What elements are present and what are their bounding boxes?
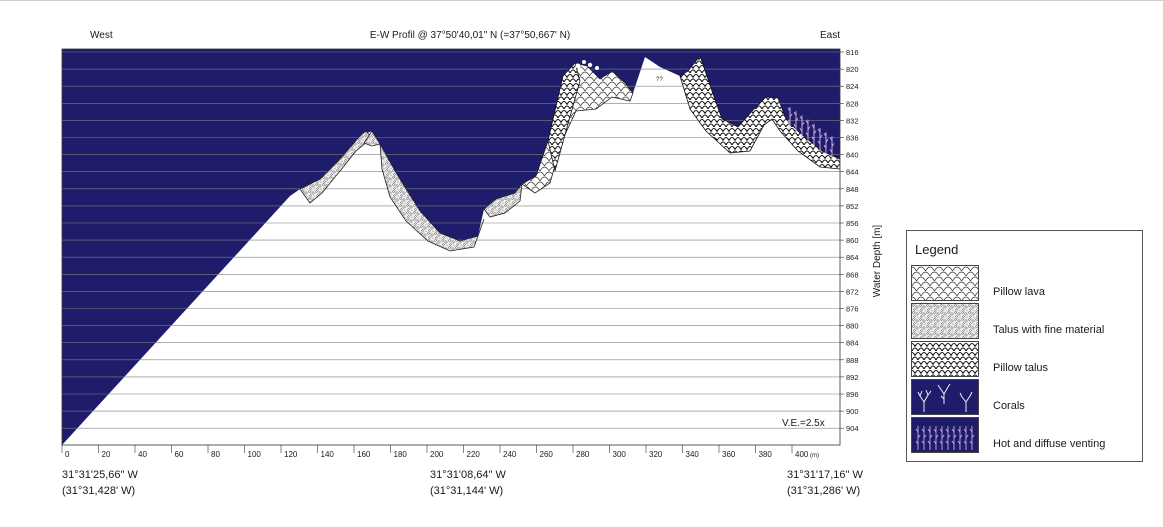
vent-mark: [823, 132, 829, 155]
y-tick-label: 840: [846, 151, 859, 160]
x-tick-label: 180: [394, 450, 408, 459]
hot-venting-marks: [787, 107, 835, 159]
legend-label: Pillow lava: [993, 286, 1045, 298]
y-tick-label: 860: [846, 236, 859, 245]
y-tick-label: 836: [846, 134, 859, 143]
y-tick-label: 892: [846, 373, 859, 382]
talus-valley: [379, 143, 485, 252]
legend-label: Talus with fine material: [993, 324, 1105, 336]
y-axis-ticks: 816 820 824 828 832 836 840 844 848 852 856 860 864 8…: [840, 48, 859, 433]
coord-mid-line1: 31°31'08,64" W: [430, 469, 506, 481]
legend-title: Legend: [915, 242, 959, 257]
vent-mark: [829, 136, 835, 159]
legend-item-pillow-talus: Pillow talus: [911, 341, 1139, 377]
x-tick-label: 380: [759, 450, 773, 459]
legend-item-corals: Corals: [911, 379, 1139, 415]
vertical-exaggeration: V.E.=2.5x: [782, 418, 825, 429]
vent-mark: [811, 123, 817, 146]
y-tick-label: 832: [846, 116, 859, 125]
x-tick-label: 220: [467, 450, 481, 459]
pillow-lava-pattern-icon: [911, 265, 979, 301]
x-tick-label: 300: [613, 450, 627, 459]
y-tick-label: 888: [846, 356, 859, 365]
talus-middle: [483, 182, 523, 218]
y-tick-label: 852: [846, 202, 859, 211]
y-tick-label: 824: [846, 82, 859, 91]
legend-label: Corals: [993, 400, 1025, 412]
x-tick-label: 400: [795, 450, 809, 459]
legend-item-talus: Talus with fine material: [911, 303, 1139, 339]
x-tick-label: 260: [540, 450, 554, 459]
x-tick-label: 240: [503, 450, 517, 459]
legend-item-pillow-lava: Pillow lava: [911, 265, 1139, 301]
x-tick-label: 0: [65, 450, 70, 459]
legend-label: Hot and diffuse venting: [993, 438, 1106, 450]
x-tick-label: 320: [649, 450, 663, 459]
coral-icon: [911, 379, 979, 415]
x-axis-ticks: 0 20 40 60 80 100 120 140 160 180 200 220 240 260 280 3…: [61, 445, 819, 459]
legend-item-venting: Hot and diffuse venting: [911, 417, 1139, 453]
y-tick-label: 816: [846, 48, 859, 57]
coord-mid-line2: (31°31,144' W): [430, 485, 503, 497]
coord-east-line1: 31°31'17,16" W: [787, 469, 863, 481]
x-unit-label: (m): [810, 453, 819, 459]
y-tick-label: 848: [846, 185, 859, 194]
x-tick-label: 100: [248, 450, 262, 459]
x-tick-label: 40: [138, 450, 147, 459]
y-tick-label: 876: [846, 305, 859, 314]
x-tick-label: 160: [357, 450, 371, 459]
pillow-talus-pattern-icon: [911, 341, 979, 377]
vent-mark: [799, 115, 805, 138]
y-tick-label: 868: [846, 270, 859, 279]
y-tick-label: 900: [846, 407, 859, 416]
marker-label: ??: [656, 77, 663, 83]
pillow-talus-summit: [547, 62, 581, 172]
y-tick-label: 904: [846, 424, 859, 433]
x-tick-label: 60: [175, 450, 184, 459]
x-tick-label: 140: [321, 450, 335, 459]
x-tick-label: 80: [211, 450, 220, 459]
y-tick-label: 828: [846, 99, 859, 108]
vent-mark: [787, 107, 793, 129]
y-tick-label: 820: [846, 65, 859, 74]
plot-border: [61, 48, 841, 446]
pillow-talus-east: [679, 55, 840, 170]
talus-pattern-icon: [911, 303, 979, 339]
legend: Legend Pillow lava Talus with fine mater…: [906, 230, 1143, 462]
coord-west-line2: (31°31,428' W): [62, 485, 135, 497]
y-tick-label: 856: [846, 219, 859, 228]
y-tick-label: 844: [846, 168, 859, 177]
depth-grid: [62, 51, 840, 429]
x-tick-label: 120: [284, 450, 298, 459]
coord-east-line2: (31°31,286' W): [787, 485, 860, 497]
profile-title: E-W Profil @ 37°50'40,01" N (=37°50,667'…: [370, 30, 570, 41]
x-tick-label: 200: [430, 450, 444, 459]
coral-marks: [575, 60, 599, 70]
x-tick-label: 360: [722, 450, 736, 459]
x-tick-label: 280: [576, 450, 590, 459]
venting-icon: [911, 417, 979, 453]
west-label: West: [90, 30, 113, 41]
legend-label: Pillow talus: [993, 362, 1049, 374]
vent-mark: [817, 128, 823, 150]
coord-west-line1: 31°31'25,66" W: [62, 469, 138, 481]
y-tick-label: 864: [846, 253, 859, 262]
y-tick-label: 896: [846, 390, 859, 399]
y-tick-label: 872: [846, 287, 859, 296]
x-tick-label: 340: [686, 450, 700, 459]
east-label: East: [820, 30, 840, 41]
vent-mark: [805, 119, 811, 142]
x-tick-label: 20: [102, 450, 111, 459]
y-tick-label: 884: [846, 339, 859, 348]
vent-mark: [793, 111, 799, 134]
y-tick-label: 880: [846, 322, 859, 331]
y-axis-title: Water Depth [m]: [872, 225, 883, 298]
